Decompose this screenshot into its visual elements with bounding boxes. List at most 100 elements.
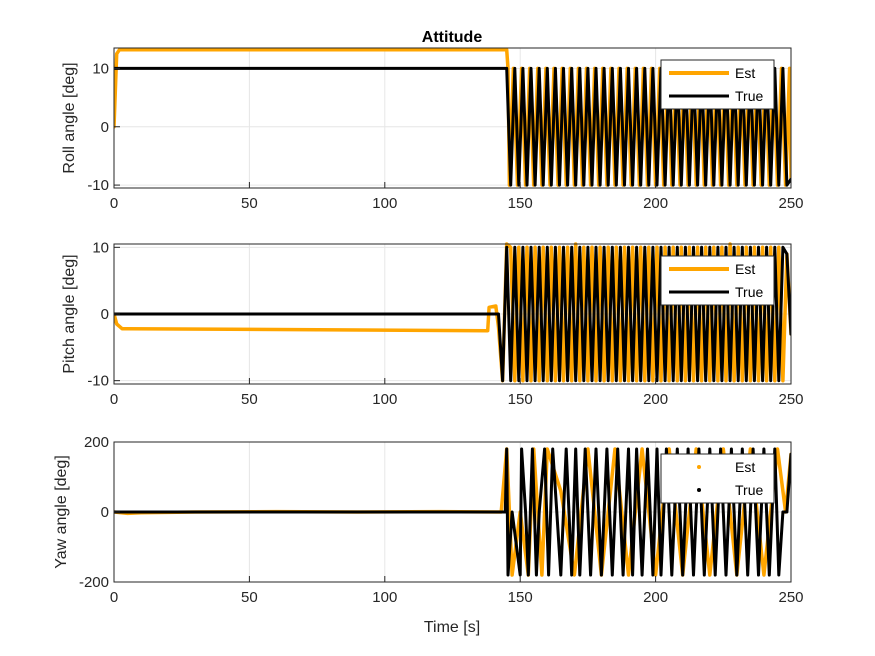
y-axis-label: Roll angle [deg] [61,62,78,173]
series-est-point [631,246,634,249]
series-est-point [578,379,581,382]
series-true-point [785,510,789,514]
series-true-point [559,573,562,577]
series-true-point [719,447,722,451]
axes-box [113,47,792,189]
series-est-point [654,573,657,577]
series-true-point [546,67,549,70]
series-true-point [505,67,508,70]
series-true-point [598,379,602,382]
series-est-point [732,379,736,382]
series-true-point [659,246,663,249]
x-tick-label: 0 [110,195,118,212]
series-est-point [680,246,683,249]
series-est-point [540,573,544,577]
series-true-point [680,379,683,382]
series-true-point [639,379,642,382]
series-true-point [651,573,655,577]
series-true-point [741,246,744,249]
series-est-point [663,246,667,249]
series-true-point [619,67,622,70]
series-est-point [712,246,715,249]
legend-label-true: True [735,284,763,300]
series-true-point [566,183,569,187]
series-est-point [619,379,622,382]
series-true-point [497,312,500,316]
x-tick-label: 0 [110,589,118,606]
series-true-point [538,67,541,70]
series-true-point [728,379,732,382]
series-true-point [651,67,655,70]
series-true-point [703,573,706,577]
legend-marker-true [697,488,701,492]
series-true-point [586,67,590,70]
series-true-point [558,183,561,187]
x-tick-label: 50 [241,589,258,606]
series-true-point [686,447,690,451]
y-axis-label: Pitch angle [deg] [61,254,78,373]
series-true-point [513,246,516,249]
series-true-point [663,379,667,382]
series-true-point [562,246,565,249]
legend-box [660,59,775,110]
series-true-point [785,183,789,187]
series-est-point [594,379,598,382]
series-est-point [720,246,724,249]
series-true-point [533,379,537,382]
series-est-point [510,573,514,577]
series-est-point [586,447,590,451]
series-true-point [647,183,650,187]
series-true-point [672,379,675,382]
series-true-point [621,573,625,577]
x-tick-label: 200 [643,195,668,212]
series-true-point [542,183,545,187]
series-true-point [692,246,695,249]
series-true-point [757,573,760,577]
series-true-point [611,246,614,249]
series-true-point [627,447,630,451]
series-true-point [655,183,659,187]
series-est-point [745,246,748,249]
series-est-point [559,489,562,493]
series-true-point [646,447,649,451]
series-true-point [611,67,614,70]
series-true-point [735,573,738,577]
series-true-point [732,246,736,249]
series-est-point [573,573,576,577]
series-est-point [542,246,545,249]
series-true-point [578,67,581,70]
series-true-point [551,447,554,451]
series-est-point [724,379,728,382]
series-true-point [730,447,733,451]
series-est-point [586,379,590,382]
series-true-point [605,447,609,451]
series-est-point [765,379,768,382]
series-est-point [761,246,764,249]
series-true-point [737,183,740,187]
series-true-point [506,573,510,577]
series-est-point [554,379,557,382]
legend-box [660,453,775,504]
series-true-point [594,246,598,249]
series-est-point [684,379,687,382]
series-est-point [558,246,561,249]
series-est-point [505,48,508,51]
series-est-point [692,379,695,382]
series-est-point [741,379,744,382]
x-tick-label: 250 [778,391,803,408]
legend-label-true: True [735,88,763,104]
series-true-point [525,183,529,187]
series-true-point [586,246,590,249]
series-true-point [676,246,679,249]
x-tick-label: 100 [372,589,397,606]
series-est-point [716,379,720,382]
series-true-point [631,573,634,577]
series-true-point [505,447,508,451]
series-est-point [672,246,675,249]
series-true-point [714,573,717,577]
series-est-point [509,246,512,249]
series-true-point [531,447,534,451]
series-true-point [555,510,558,514]
